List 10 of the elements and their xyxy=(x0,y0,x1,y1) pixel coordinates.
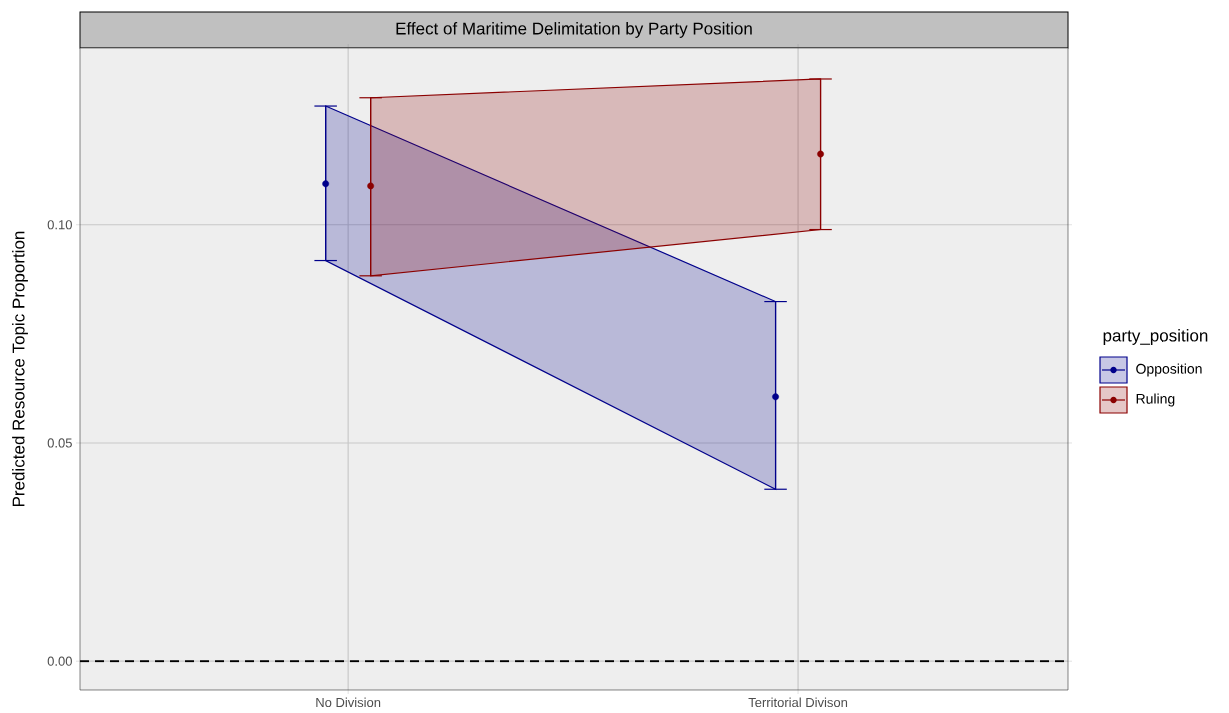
legend-title: party_position xyxy=(1103,329,1208,345)
y-tick-label: 0.10 xyxy=(47,220,72,230)
x-tick-label: No Division xyxy=(316,697,381,708)
y-tick-label: 0.05 xyxy=(47,438,72,448)
y-tick-label: 0.00 xyxy=(47,656,72,666)
x-tick-label: Territorial Divison xyxy=(748,697,848,708)
legend-label: Ruling xyxy=(1136,393,1175,407)
y-axis-title: Predicted Resource Topic Proportion xyxy=(12,231,28,507)
legend-label: Opposition xyxy=(1136,363,1202,377)
chart-title: Effect of Maritime Delimitation by Party Position xyxy=(396,22,752,38)
